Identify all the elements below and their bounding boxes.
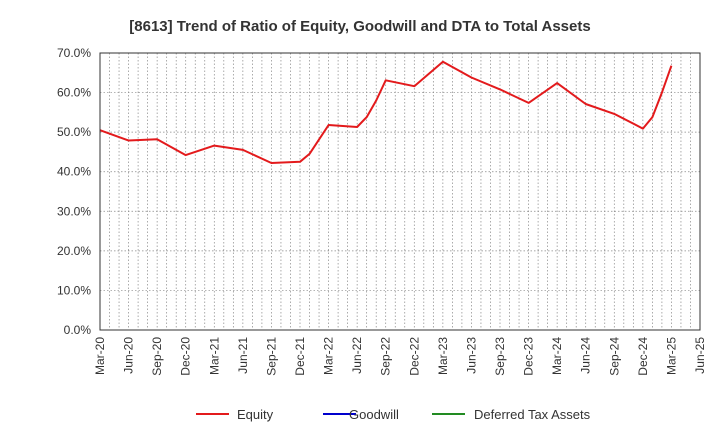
series-layer xyxy=(99,60,673,164)
x-tick-label: Sep-23 xyxy=(493,337,507,376)
x-tick-label: Jun-22 xyxy=(350,337,364,374)
x-tick-label: Dec-23 xyxy=(522,337,536,376)
legend-label-deferred-tax-assets: Deferred Tax Assets xyxy=(474,407,591,422)
x-tick-label: Jun-24 xyxy=(579,337,593,374)
y-tick-label: 50.0% xyxy=(57,125,91,139)
legend-label-equity: Equity xyxy=(237,407,274,422)
y-tick-label: 40.0% xyxy=(57,165,91,179)
x-tick-label: Jun-21 xyxy=(236,337,250,374)
x-tick-label: Mar-21 xyxy=(207,337,221,375)
y-tick-label: 10.0% xyxy=(57,283,91,297)
x-tick-label: Jun-23 xyxy=(464,337,478,374)
y-tick-label: 60.0% xyxy=(57,86,91,100)
y-tick-label: 70.0% xyxy=(57,46,91,60)
x-tick-label: Dec-24 xyxy=(636,337,650,376)
x-tick-label: Sep-21 xyxy=(264,337,278,376)
x-tick-label: Mar-23 xyxy=(436,337,450,375)
x-tick-label: Sep-22 xyxy=(379,337,393,376)
plot-border xyxy=(99,52,701,331)
legend-label-goodwill: Goodwill xyxy=(349,407,399,422)
grid xyxy=(100,53,700,330)
series-line-equity xyxy=(99,60,673,164)
x-tick-label: Mar-22 xyxy=(322,337,336,375)
x-tick-label: Dec-22 xyxy=(407,337,421,376)
y-tick-label: 20.0% xyxy=(57,244,91,258)
y-tick-label: 30.0% xyxy=(57,204,91,218)
y-tick-label: 0.0% xyxy=(64,323,92,337)
x-tick-label: Mar-25 xyxy=(664,337,678,375)
plot-area xyxy=(100,53,700,330)
x-tick-label: Dec-21 xyxy=(293,337,307,376)
legend: Equity Goodwill Deferred Tax Assets xyxy=(196,407,591,422)
x-tick-label: Jun-25 xyxy=(693,337,707,374)
x-tick-label: Sep-20 xyxy=(150,337,164,376)
chart-title: [8613] Trend of Ratio of Equity, Goodwil… xyxy=(129,18,590,35)
x-axis: Mar-20 Jun-20 Sep-20 Dec-20 Mar-21 Jun-21 Sep-… xyxy=(93,337,707,376)
x-tick-label: Sep-24 xyxy=(607,337,621,376)
y-axis: 0.0% 10.0% 20.0% 30.0% 40.0% 50.0% 60.0% 70.0% xyxy=(57,46,91,337)
x-tick-label: Mar-24 xyxy=(550,337,564,375)
x-tick-label: Mar-20 xyxy=(93,337,107,375)
x-tick-label: Jun-20 xyxy=(122,337,136,374)
x-tick-label: Dec-20 xyxy=(179,337,193,376)
